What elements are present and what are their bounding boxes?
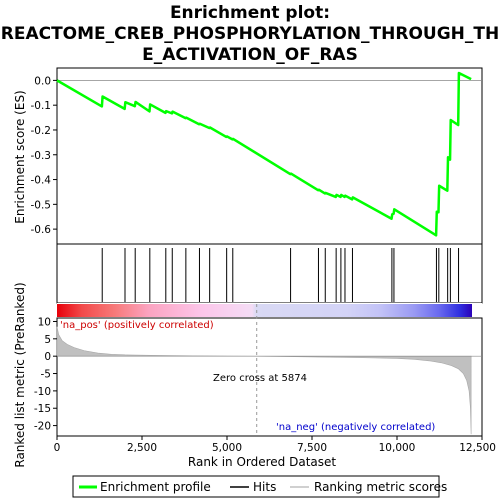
x-tick-label: 10,000 — [379, 442, 416, 454]
enrichment-profile-line — [56, 71, 472, 237]
ranked-list-colorbar — [57, 304, 472, 317]
legend-box — [72, 475, 440, 498]
x-tick-label: 5,000 — [212, 442, 242, 454]
es-tick-label: -0.6 — [31, 224, 52, 236]
metric-tick-label: -15 — [34, 403, 51, 415]
x-axis-label: Rank in Ordered Dataset — [188, 455, 336, 469]
chart-title-line-3: E_ACTIVATION_OF_RAS — [142, 45, 358, 65]
pos-correlated-label: 'na_pos' (positively correlated) — [60, 320, 214, 331]
metric-tick-label: 10 — [38, 316, 51, 328]
metric-panel — [56, 317, 483, 437]
chart-title-line-1: Enrichment plot: — [170, 3, 330, 23]
chart-title-line-2: REACTOME_CREB_PHOSPHORYLATION_THROUGH_TH — [1, 24, 500, 44]
zero-cross-label: Zero cross at 5874 — [213, 373, 307, 384]
legend-label-hits: Hits — [253, 480, 276, 494]
es-tick-label: -0.1 — [31, 100, 52, 112]
hits-panel — [56, 243, 483, 304]
metric-tick-label: 5 — [44, 334, 51, 346]
metric-tick-label: -5 — [41, 369, 51, 381]
metric-tick-label: -20 — [34, 421, 51, 433]
es-panel — [56, 67, 483, 245]
metric-tick-label: 0 — [44, 351, 51, 363]
es-tick-label: -0.4 — [31, 175, 52, 187]
legend-label-ranking: Ranking metric scores — [314, 480, 447, 494]
ranking-metric-area — [56, 326, 472, 435]
es-tick-label: -0.3 — [31, 150, 52, 162]
metric-axis-label: Ranked list metric (PreRanked) — [13, 282, 27, 467]
neg-correlated-label: 'na_neg' (negatively correlated) — [276, 422, 435, 433]
x-tick-label: 12,500 — [459, 442, 496, 454]
es-tick-label: 0.0 — [34, 75, 51, 87]
es-tick-label: -0.2 — [31, 125, 52, 137]
legend-label-enrichment: Enrichment profile — [100, 480, 211, 494]
es-axis-label: Enrichment score (ES) — [13, 90, 27, 223]
metric-tick-label: -10 — [34, 386, 51, 398]
x-tick-label: 0 — [54, 442, 61, 454]
es-tick-label: -0.5 — [31, 199, 52, 211]
x-tick-label: 7,500 — [297, 442, 327, 454]
x-tick-label: 2,500 — [127, 442, 157, 454]
